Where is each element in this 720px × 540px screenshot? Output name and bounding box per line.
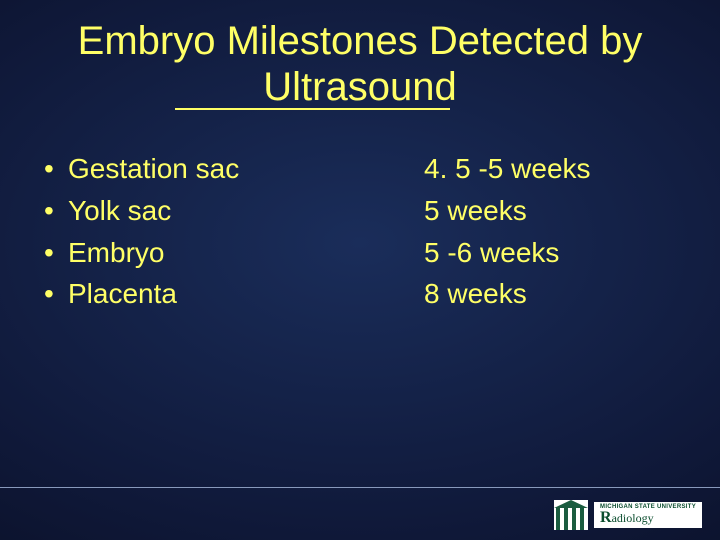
milestone-label: Yolk sac [68, 192, 171, 230]
list-item: • Gestation sac [40, 150, 424, 188]
milestone-timing: 5 -6 weeks [424, 234, 680, 272]
timing-column: 4. 5 -5 weeks 5 weeks 5 -6 weeks 8 weeks [424, 150, 680, 317]
milestone-timing: 4. 5 -5 weeks [424, 150, 680, 188]
footer-logo-area: MICHIGAN STATE UNIVERSITY Radiology [554, 500, 702, 530]
bullet-icon: • [40, 192, 68, 230]
list-item: • Embryo [40, 234, 424, 272]
slide-title: Embryo Milestones Detected by Ultrasound [0, 0, 720, 110]
bullet-icon: • [40, 150, 68, 188]
milestone-timing: 5 weeks [424, 192, 680, 230]
footer-divider [0, 487, 720, 488]
milestone-label: Placenta [68, 275, 177, 313]
university-logo-text: MICHIGAN STATE UNIVERSITY Radiology [594, 502, 702, 528]
title-underline [175, 108, 450, 110]
slide: Embryo Milestones Detected by Ultrasound… [0, 0, 720, 540]
content-area: • Gestation sac • Yolk sac • Embryo • Pl… [0, 110, 720, 317]
bullet-icon: • [40, 275, 68, 313]
university-seal-icon [554, 500, 588, 530]
milestone-timing: 8 weeks [424, 275, 680, 313]
department-name: Radiology [600, 510, 696, 526]
milestones-column: • Gestation sac • Yolk sac • Embryo • Pl… [40, 150, 424, 317]
list-item: • Yolk sac [40, 192, 424, 230]
bullet-icon: • [40, 234, 68, 272]
milestone-label: Gestation sac [68, 150, 239, 188]
list-item: • Placenta [40, 275, 424, 313]
milestone-label: Embryo [68, 234, 164, 272]
